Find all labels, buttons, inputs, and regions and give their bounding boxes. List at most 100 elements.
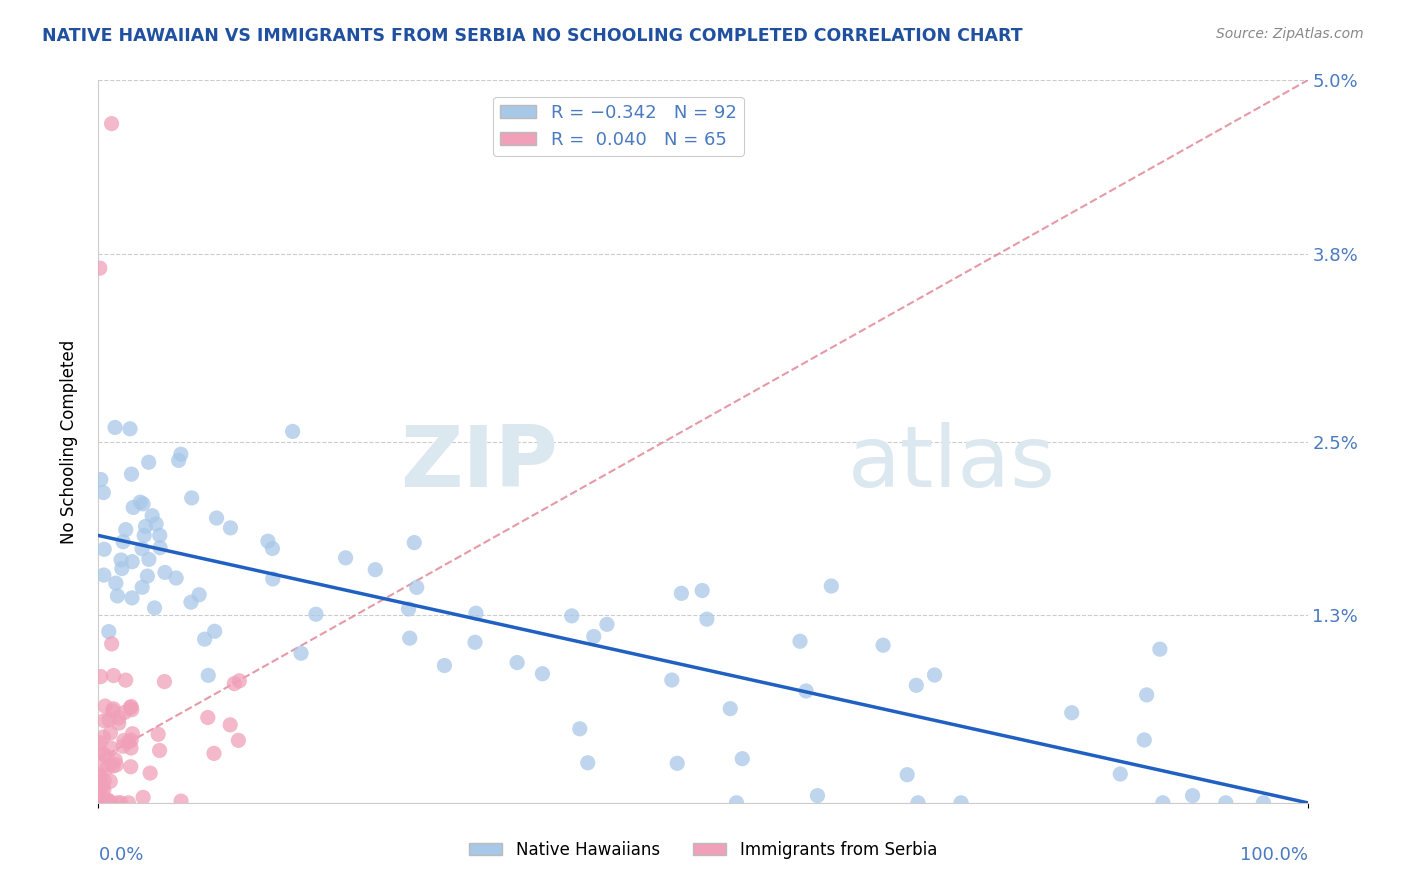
Point (197, 710, 219, 724)
Point (90, 473, 112, 487)
Point (596, 617, 619, 632)
Point (100, 117, 122, 131)
Point (153, 566, 176, 580)
Point (97, 624, 120, 639)
Point (139, 766, 162, 780)
Point (905, 678, 928, 692)
Point (696, 612, 718, 626)
Point (950, 796, 973, 810)
Point (89, 768, 111, 782)
Point (290, 646, 312, 660)
Point (404, 535, 426, 549)
Point (96, 796, 118, 810)
Point (111, 561, 134, 575)
Point (671, 586, 693, 600)
Point (1253, 796, 1275, 810)
Point (820, 579, 842, 593)
Point (91, 780, 114, 794)
Y-axis label: No Schooling Completed: No Schooling Completed (59, 340, 77, 543)
Point (806, 789, 828, 803)
Point (89, 261, 111, 276)
Point (89, 782, 111, 797)
Point (138, 455, 160, 469)
Point (568, 722, 591, 736)
Point (153, 674, 176, 689)
Point (148, 743, 170, 757)
Point (91, 796, 114, 810)
Point (120, 760, 142, 774)
Point (197, 668, 219, 682)
Point (93, 773, 115, 788)
Point (120, 733, 142, 747)
Point (93, 568, 115, 582)
Point (149, 528, 172, 542)
Point (364, 563, 387, 577)
Point (90, 669, 112, 683)
Point (138, 552, 160, 566)
Point (582, 630, 605, 644)
Text: 0.0%: 0.0% (98, 847, 143, 864)
Point (136, 569, 159, 583)
Point (100, 726, 122, 740)
Point (112, 739, 135, 754)
Point (107, 796, 129, 810)
Point (576, 756, 599, 770)
Point (104, 753, 127, 767)
Point (405, 581, 427, 595)
Point (103, 668, 125, 682)
Point (433, 658, 456, 673)
Point (120, 700, 142, 714)
Point (146, 727, 169, 741)
Point (924, 668, 946, 682)
Point (1060, 706, 1083, 720)
Point (281, 425, 304, 439)
Point (464, 606, 486, 620)
Point (129, 495, 152, 509)
Point (94, 793, 117, 807)
Point (93, 485, 115, 500)
Point (121, 703, 143, 717)
Point (262, 572, 284, 586)
Point (1109, 767, 1132, 781)
Point (907, 796, 929, 810)
Point (561, 608, 583, 623)
Point (120, 699, 142, 714)
Point (690, 583, 713, 598)
Point (204, 624, 226, 639)
Text: Source: ZipAtlas.com: Source: ZipAtlas.com (1216, 27, 1364, 41)
Point (224, 676, 246, 690)
Point (132, 497, 155, 511)
Point (114, 523, 136, 537)
Point (789, 634, 811, 648)
Point (107, 589, 129, 603)
Point (666, 756, 689, 771)
Point (167, 453, 190, 467)
Point (96, 793, 118, 807)
Point (202, 747, 225, 761)
Point (94, 699, 117, 714)
Point (96, 750, 118, 764)
Point (101, 759, 124, 773)
Point (107, 716, 129, 731)
Point (219, 718, 242, 732)
Point (93, 730, 115, 744)
Point (1181, 789, 1204, 803)
Point (122, 500, 145, 515)
Point (872, 638, 894, 652)
Point (104, 420, 127, 434)
Point (1152, 796, 1174, 810)
Point (305, 607, 328, 622)
Point (1149, 642, 1171, 657)
Point (93, 782, 115, 797)
Point (103, 702, 125, 716)
Point (1215, 796, 1237, 810)
Point (118, 422, 141, 436)
Point (93, 747, 115, 762)
Point (121, 555, 143, 569)
Point (93, 714, 115, 728)
Point (114, 673, 136, 687)
Point (794, 684, 817, 698)
Point (170, 447, 193, 461)
Point (100, 637, 122, 651)
Point (107, 711, 129, 725)
